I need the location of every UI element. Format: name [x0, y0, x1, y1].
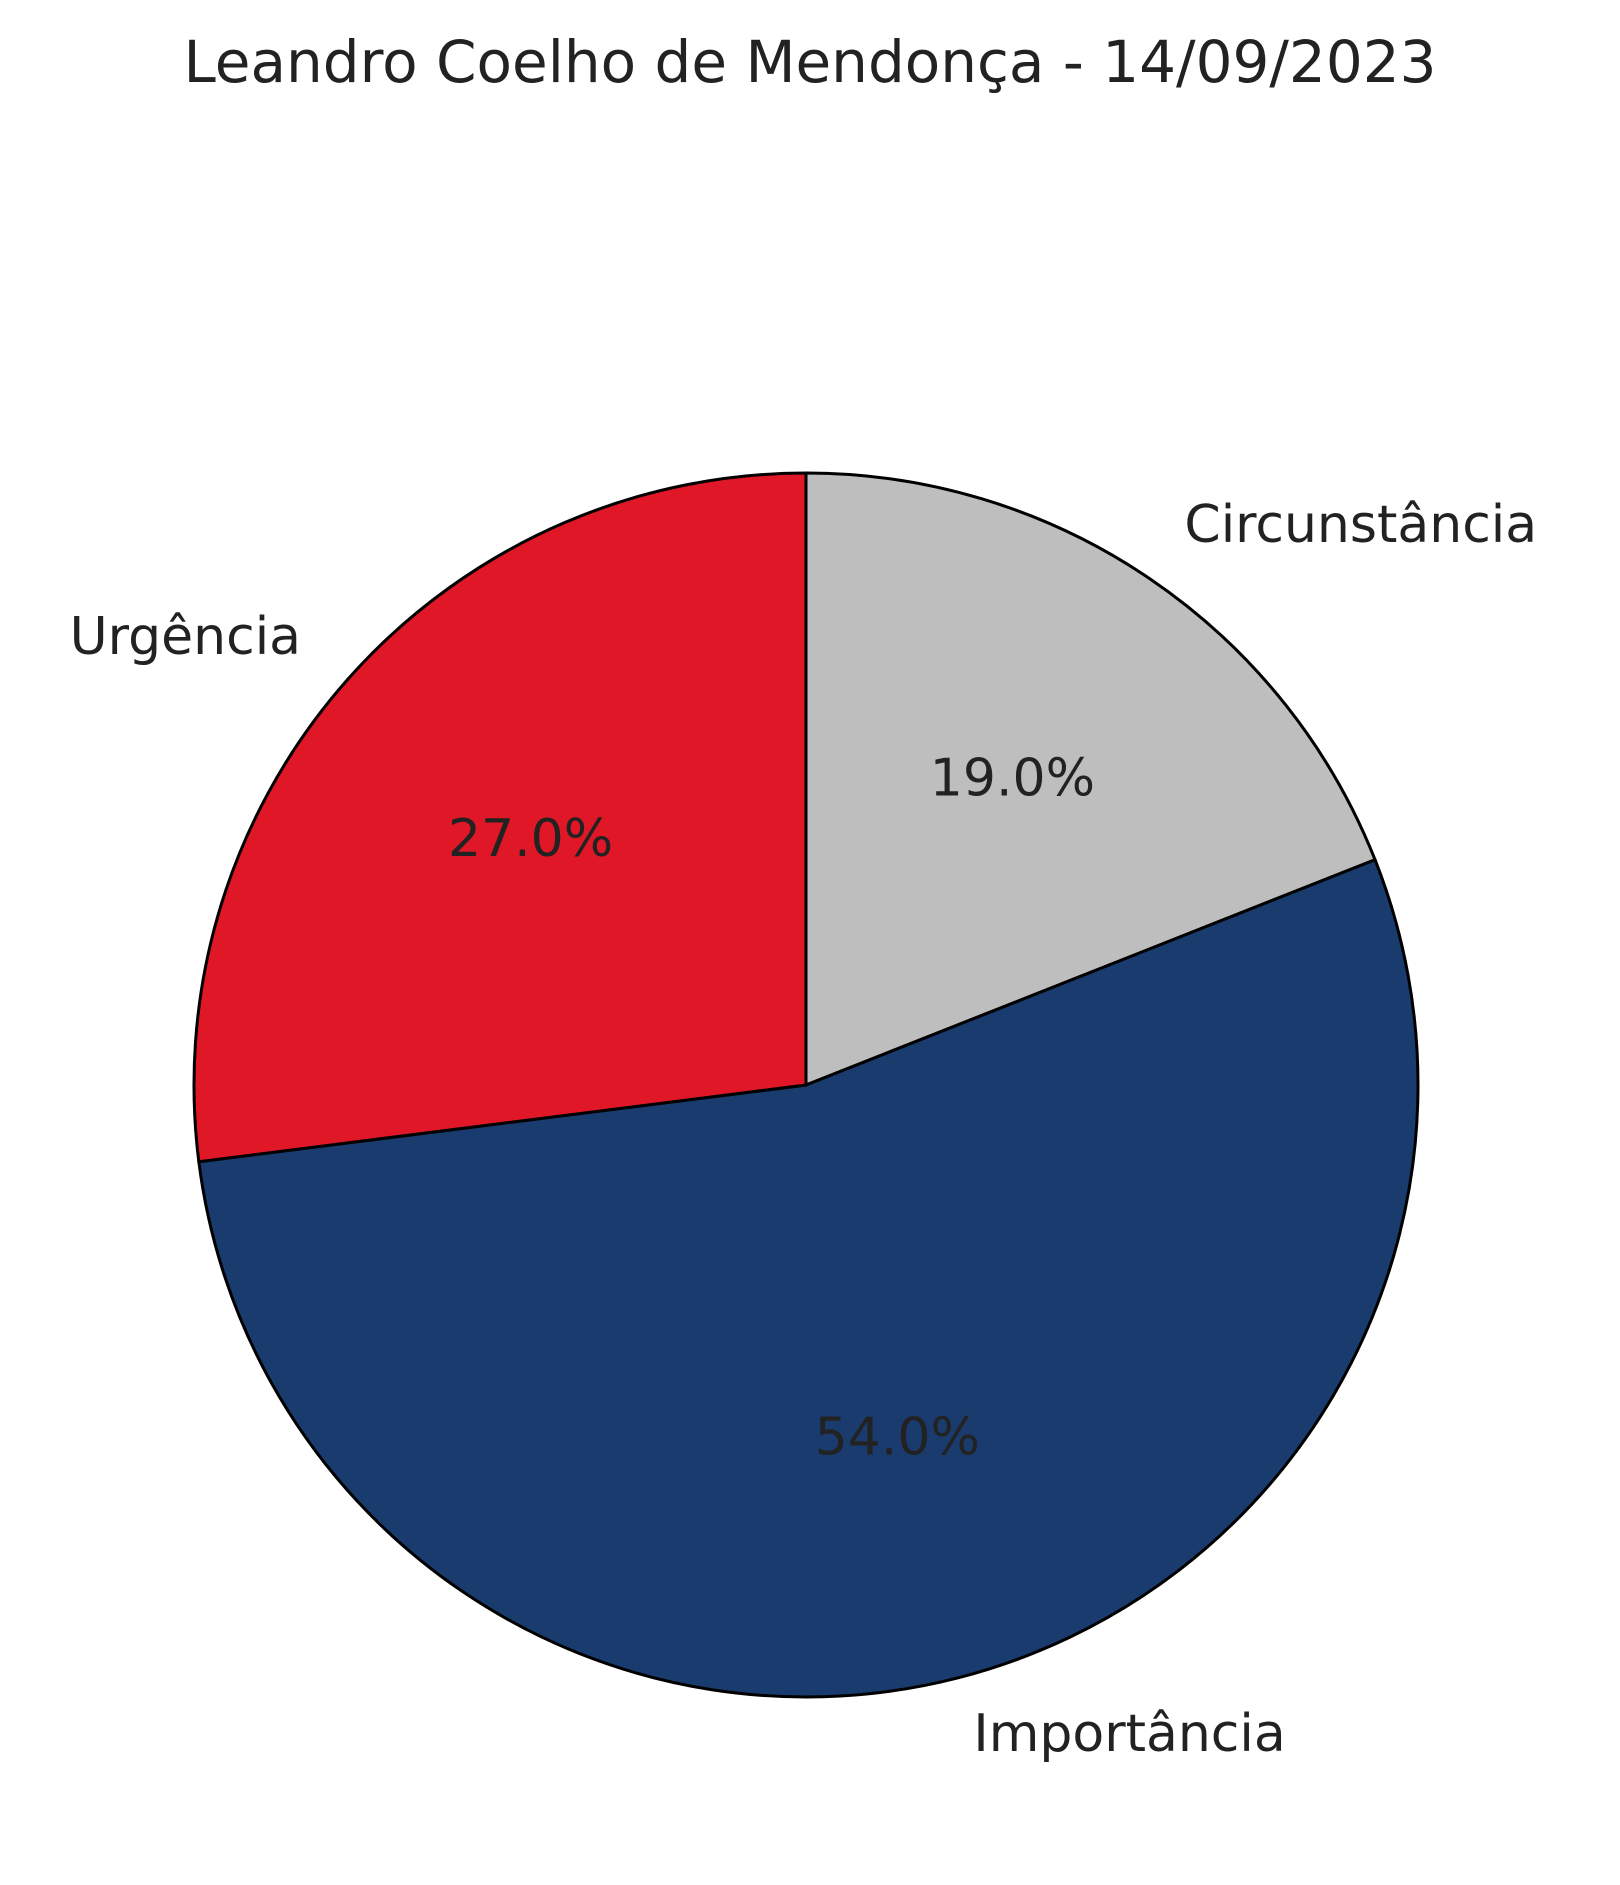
pct-label-importancia: 54.0% [815, 1408, 980, 1468]
pct-label-urgencia: 27.0% [448, 809, 613, 869]
pie-slices [192, 471, 1420, 1699]
pie-labels: 19.0% Circunstância 54.0% Importância 27.0% U… [70, 495, 1537, 1764]
slice-label-urgencia: Urgência [70, 607, 301, 667]
slice-label-importancia: Importância [973, 1704, 1285, 1764]
pie-slice-importancia [197, 857, 1420, 1699]
chart-title: Leandro Coelho de Mendonça - 14/09/2023 [183, 28, 1436, 96]
pct-label-circunstancia: 19.0% [930, 748, 1095, 808]
pie-slice-circunstancia [804, 471, 1377, 1088]
pie-slice-urgencia [192, 471, 808, 1164]
slice-label-circunstancia: Circunstância [1184, 495, 1537, 555]
